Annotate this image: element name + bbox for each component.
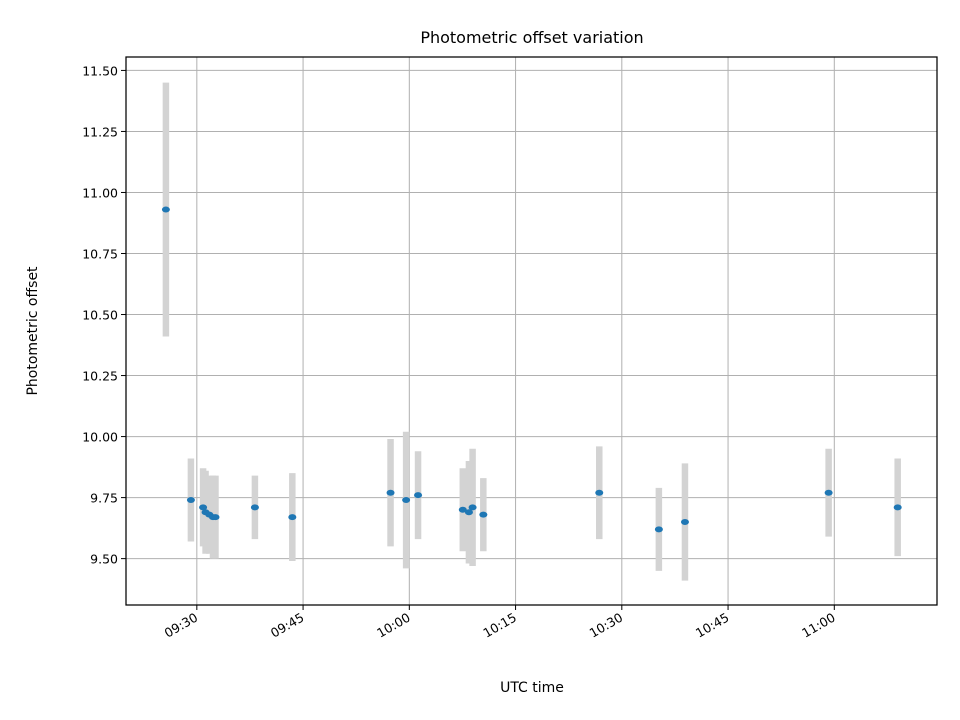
chart-title: Photometric offset variation — [420, 28, 643, 47]
y-tick-label: 11.00 — [82, 185, 118, 200]
y-tick-label: 10.75 — [82, 246, 118, 261]
data-point — [386, 489, 395, 496]
data-point — [402, 497, 411, 504]
data-point — [468, 504, 477, 511]
plot-frame — [125, 56, 938, 606]
data-point — [654, 526, 663, 533]
data-point — [458, 506, 467, 513]
data-points — [161, 206, 902, 533]
data-point — [595, 489, 604, 496]
y-tick-label: 10.00 — [82, 430, 118, 445]
y-tick-label: 10.50 — [82, 308, 118, 323]
y-tick-label: 11.50 — [82, 63, 118, 78]
y-axis-label: Photometric offset — [25, 266, 41, 396]
y-axis-ticks: 9.50 9.75 10.00 10.25 10.50 10.75 11.00 11.25 11… — [82, 63, 126, 567]
data-point — [161, 206, 170, 213]
y-tick-label: 11.25 — [82, 124, 118, 139]
data-point — [479, 511, 488, 518]
data-point — [186, 497, 195, 504]
y-tick-label: 9.50 — [90, 552, 118, 567]
data-point — [414, 492, 423, 499]
data-point — [824, 489, 833, 496]
data-point — [893, 504, 902, 511]
y-tick-label: 9.75 — [90, 491, 118, 506]
data-point — [464, 509, 473, 516]
data-point — [199, 504, 208, 511]
data-point — [250, 504, 259, 511]
grid-lines — [126, 57, 937, 605]
data-point — [288, 514, 297, 521]
data-point — [680, 519, 689, 526]
x-axis-label: UTC time — [500, 680, 564, 696]
y-tick-label: 10.25 — [82, 369, 118, 384]
data-point — [211, 514, 220, 521]
